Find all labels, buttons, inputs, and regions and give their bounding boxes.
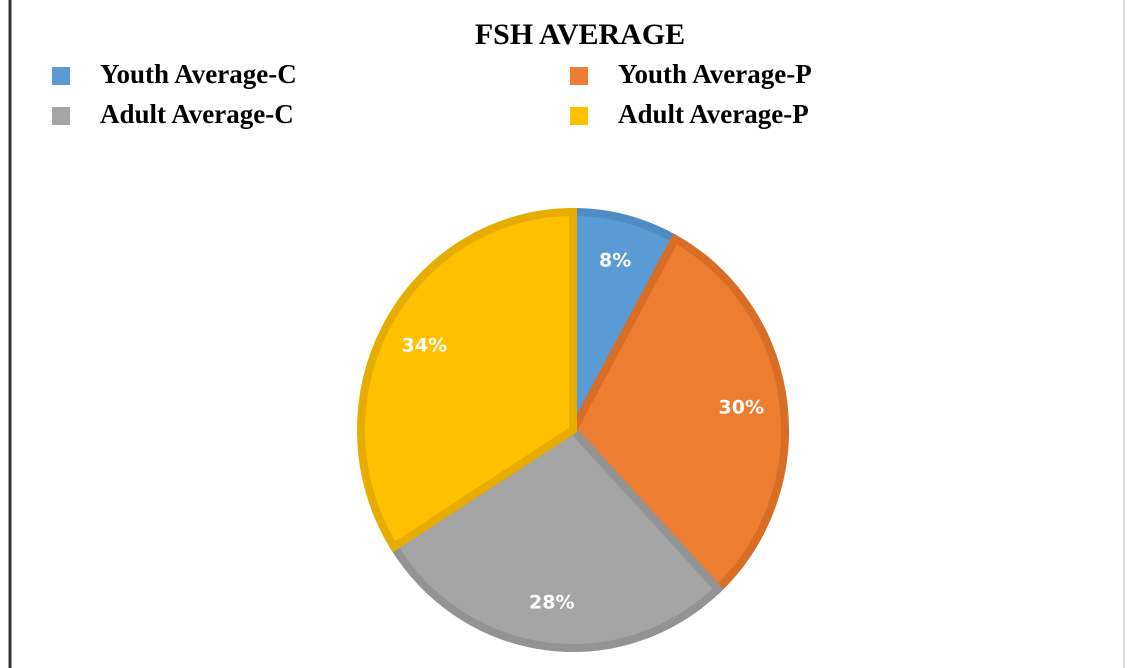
legend-swatch [52,67,70,85]
data-label: 8% [599,250,631,272]
legend-swatch [52,107,70,125]
data-label: 34% [402,334,447,356]
data-label: 30% [719,397,764,419]
pie-slice [357,207,577,553]
data-label: 28% [529,592,574,614]
legend-label: Adult Average-C [100,99,294,129]
legend-swatch [570,107,588,125]
chart-title: FSH AVERAGE [475,18,685,51]
legend-label: Adult Average-P [618,99,809,129]
pie-slice [388,424,724,652]
legend-label: Youth Average-P [618,59,812,89]
legend-label: Youth Average-C [100,59,297,89]
legend-swatch [570,67,588,85]
pie-slice [568,233,789,595]
